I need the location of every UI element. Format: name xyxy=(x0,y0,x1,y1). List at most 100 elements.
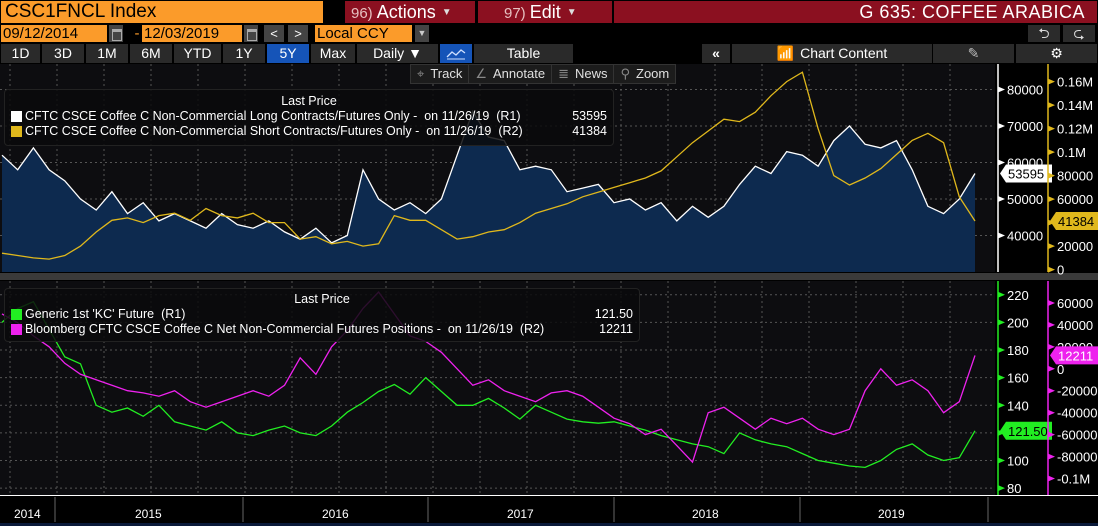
series-line xyxy=(1,71,976,260)
legend-item[interactable]: Generic 1st 'KC' Future (R1) 121.50 xyxy=(11,307,633,322)
frequency-select[interactable]: Daily ▼ xyxy=(357,44,439,63)
y-tick-marker xyxy=(1048,343,1055,350)
y-tick-label: 0.16M xyxy=(1057,75,1093,90)
y-tick-label: 100 xyxy=(1007,453,1029,468)
prev-period-button[interactable]: < xyxy=(264,25,284,42)
news-button[interactable]: ≣ News xyxy=(552,65,615,83)
table-button[interactable]: Table xyxy=(474,44,574,63)
series-line xyxy=(1,300,976,469)
y-tick-marker xyxy=(998,319,1005,326)
edit-chart-icon[interactable]: ✎ xyxy=(933,44,1015,63)
next-period-button[interactable]: > xyxy=(288,25,308,42)
y-tick-label: 140 xyxy=(1007,398,1029,413)
legend-value: 121.50 xyxy=(594,307,633,321)
header-bar: CSC1FNCL Index 96) Actions ▼ 97) Edit ▼ G 63… xyxy=(0,0,1098,24)
legend-item[interactable]: Bloomberg CFTC CSCE Coffee C Net Non-Com… xyxy=(11,322,633,337)
period-ytd[interactable]: YTD xyxy=(174,44,222,63)
legend-item[interactable]: CFTC CSCE Coffee C Non-Commercial Long C… xyxy=(11,109,607,124)
track-label: Track xyxy=(430,66,463,81)
zoom-button[interactable]: ⚲ Zoom xyxy=(614,65,675,83)
last-value-text: 41384 xyxy=(1058,214,1094,229)
magnifier-icon: ⚲ xyxy=(620,66,631,81)
y-tick-label: -40000 xyxy=(1057,406,1097,421)
chevron-down-icon[interactable]: ▼ xyxy=(415,25,429,42)
pane-splitter xyxy=(0,273,1098,280)
legend-item[interactable]: CFTC CSCE Coffee C Non-Commercial Short … xyxy=(11,124,607,139)
y-tick-marker xyxy=(1048,172,1055,179)
calendar-icon[interactable] xyxy=(109,25,123,42)
edit-menu[interactable]: 97) Edit ▼ xyxy=(478,1,612,23)
y-tick-label: 60000 xyxy=(1057,296,1093,311)
pencil-icon: ∠ xyxy=(475,66,488,81)
settings-gear-icon[interactable]: ⚙ xyxy=(1016,44,1098,63)
y-tick-label: 180 xyxy=(1007,343,1029,358)
y-tick-label: 80000 xyxy=(1007,83,1043,98)
news-label: News xyxy=(574,66,608,81)
last-value-badge xyxy=(1050,212,1098,231)
undo-button[interactable]: ⮌ xyxy=(1028,25,1060,42)
line-chart-icon[interactable] xyxy=(440,44,473,63)
y-tick-marker xyxy=(1048,387,1055,394)
chart-content-button[interactable]: 📶 Chart Content xyxy=(732,44,932,63)
last-value-text: 53595 xyxy=(1008,166,1044,181)
legend-title: Last Price xyxy=(281,94,337,108)
y-tick-marker xyxy=(1048,125,1055,132)
y-tick-marker xyxy=(998,347,1005,354)
period-6m[interactable]: 6M xyxy=(130,44,173,63)
y-tick-label: 0.1M xyxy=(1057,145,1086,160)
start-date-input[interactable]: 09/12/2014 xyxy=(1,25,107,42)
chart-tools: ⌖ Track ∠ Annotate ≣ News ⚲ Zoom xyxy=(410,64,677,84)
legend-value: 41384 xyxy=(572,124,607,138)
actions-menu[interactable]: 96) Actions ▼ xyxy=(345,1,475,23)
y-tick-marker xyxy=(998,123,1005,130)
legend-title: Last Price xyxy=(294,292,350,306)
y-tick-label: 160 xyxy=(1007,371,1029,386)
y-tick-label: 70000 xyxy=(1007,119,1043,134)
period-max[interactable]: Max xyxy=(311,44,356,63)
chevron-down-icon: ▼ xyxy=(566,7,577,18)
news-icon: ≣ xyxy=(558,66,569,81)
legend-value: 12211 xyxy=(599,322,633,336)
y-tick-marker xyxy=(998,374,1005,381)
legend-value: 53595 xyxy=(572,109,607,123)
period-5y[interactable]: 5Y xyxy=(267,44,310,63)
y-tick-label: 220 xyxy=(1007,288,1029,303)
collapse-button[interactable]: « xyxy=(702,44,731,63)
last-value-badge xyxy=(1000,164,1052,183)
y-tick-marker xyxy=(998,485,1005,492)
y-tick-label: -60000 xyxy=(1057,428,1097,443)
period-1y[interactable]: 1Y xyxy=(223,44,266,63)
calendar-icon[interactable] xyxy=(244,25,258,42)
last-value-text: 12211 xyxy=(1058,348,1093,363)
ticker-field[interactable]: CSC1FNCL Index xyxy=(1,1,323,23)
y-tick-marker xyxy=(1048,266,1055,273)
x-tick-label: 2016 xyxy=(322,507,349,521)
end-date-input[interactable]: 12/03/2019 xyxy=(142,25,242,42)
y-tick-label: 40000 xyxy=(1057,318,1093,333)
chart-content-icon: 📶 xyxy=(776,45,795,61)
y-tick-marker xyxy=(1048,409,1055,416)
y-tick-label: 40000 xyxy=(1007,229,1043,244)
redo-button[interactable]: ⮎ xyxy=(1063,25,1095,42)
annotate-button[interactable]: ∠ Annotate xyxy=(469,65,553,83)
actions-label: Actions xyxy=(376,2,436,22)
y-tick-label: 200 xyxy=(1007,315,1029,330)
y-tick-label: -80000 xyxy=(1057,450,1097,465)
legend-swatch xyxy=(11,126,22,137)
legend-label: Bloomberg CFTC CSCE Coffee C Net Non-Com… xyxy=(25,322,545,336)
legend-swatch xyxy=(11,309,22,320)
period-1m[interactable]: 1M xyxy=(86,44,129,63)
period-3d[interactable]: 3D xyxy=(42,44,85,63)
y-tick-label: 0 xyxy=(1057,362,1064,377)
track-button[interactable]: ⌖ Track xyxy=(411,65,470,83)
period-1d[interactable]: 1D xyxy=(1,44,41,63)
chart-content-label: Chart Content xyxy=(800,45,888,61)
currency-select[interactable]: Local CCY xyxy=(315,25,412,42)
date-range-bar: 09/12/2014 - 12/03/2019 < > Local CCY ▼ … xyxy=(0,24,1098,44)
annotate-label: Annotate xyxy=(493,66,546,81)
zoom-label: Zoom xyxy=(636,66,670,81)
y-tick-label: 80000 xyxy=(1057,169,1093,184)
y-tick-label: 0.12M xyxy=(1057,122,1093,137)
y-tick-marker xyxy=(1048,431,1055,438)
